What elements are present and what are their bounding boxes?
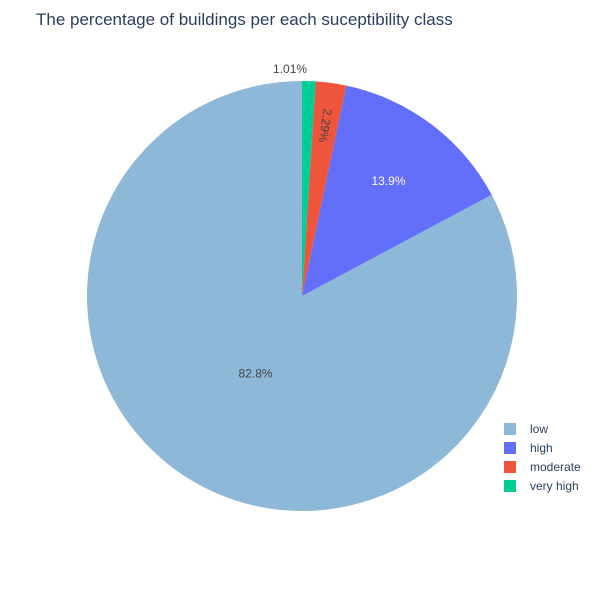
pie-slice-low[interactable] — [87, 81, 518, 511]
legend-item-moderate[interactable]: moderate — [504, 457, 581, 476]
pie-label-moderate: 2.29% — [316, 108, 335, 144]
legend-item-high[interactable]: high — [504, 438, 581, 457]
pie-label-low: 82.8% — [239, 366, 273, 380]
chart-title: The percentage of buildings per each suc… — [36, 10, 453, 29]
pie-labels: 82.8% 13.9% 2.29% 1.01% — [239, 62, 406, 380]
legend-swatch-moderate — [504, 460, 516, 473]
pie-slice-very-high[interactable] — [302, 81, 316, 296]
legend-swatch-high — [504, 441, 516, 454]
legend-item-very-high[interactable]: very high — [504, 476, 581, 495]
pie-label-very-high: 1.01% — [273, 62, 307, 76]
legend-label-very-high: very high — [530, 478, 579, 493]
legend-label-high: high — [530, 440, 553, 455]
pie-slice-moderate[interactable] — [302, 81, 347, 297]
legend: low high moderate very high — [504, 419, 581, 495]
pie-slices — [87, 81, 518, 511]
legend-label-moderate: moderate — [530, 459, 581, 474]
pie-label-high: 13.9% — [371, 174, 405, 188]
pie-slice-high[interactable] — [302, 85, 492, 296]
legend-label-low: low — [530, 421, 549, 436]
legend-swatch-low — [504, 422, 516, 435]
legend-item-low[interactable]: low — [504, 419, 581, 438]
legend-swatch-very-high — [504, 479, 516, 492]
